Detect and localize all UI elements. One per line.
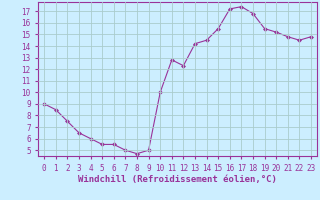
X-axis label: Windchill (Refroidissement éolien,°C): Windchill (Refroidissement éolien,°C) [78, 175, 277, 184]
